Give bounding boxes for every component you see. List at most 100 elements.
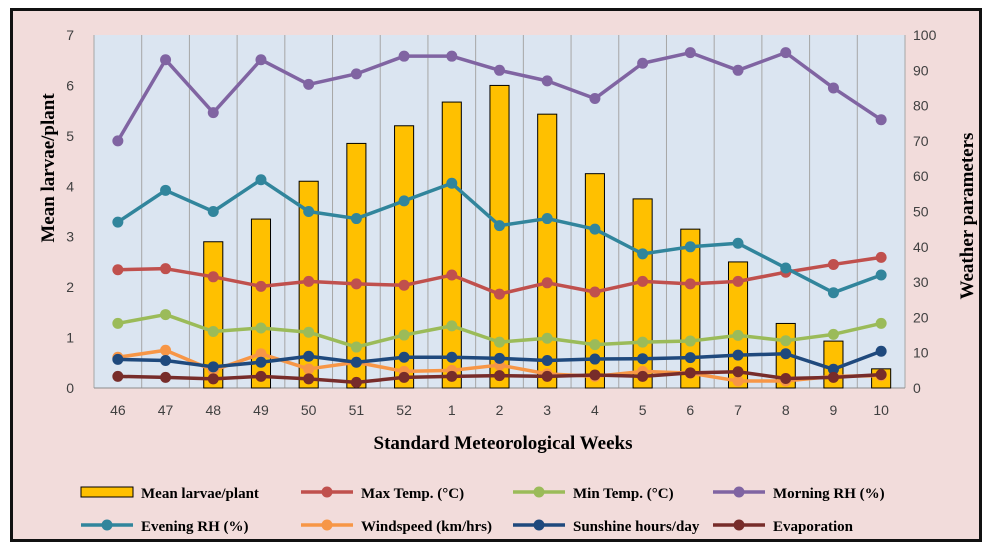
x-tick-label: 51: [349, 402, 365, 418]
x-tick-label: 2: [496, 402, 504, 418]
legend-item: Sunshine hours/day: [513, 519, 700, 535]
series-point: [398, 329, 410, 341]
left-tick-label: 0: [66, 380, 74, 396]
series-point: [684, 352, 696, 364]
legend-item: Morning RH (%): [713, 486, 885, 502]
series-point: [732, 349, 744, 361]
series-point: [494, 336, 505, 348]
series-point: [589, 339, 601, 351]
series-point: [303, 350, 315, 362]
bar: [394, 125, 415, 389]
series-point: [160, 344, 172, 356]
legend-marker: [533, 519, 545, 531]
series-point: [398, 279, 410, 291]
legend-label: Sunshine hours/day: [573, 519, 700, 535]
series-point: [541, 354, 553, 366]
right-tick-label: 100: [913, 27, 937, 43]
series-point: [350, 376, 362, 388]
legend-item: Mean larvae/plant: [80, 486, 259, 502]
x-tick-label: 5: [639, 402, 647, 418]
right-tick-label: 10: [913, 345, 929, 361]
legend-marker: [533, 486, 545, 498]
series-point: [637, 353, 649, 365]
left-tick-label: 7: [66, 27, 74, 43]
right-tick-label: 0: [913, 380, 921, 396]
x-tick-label: 46: [110, 402, 126, 418]
line-series-group: [112, 251, 887, 300]
x-tick-label: 52: [396, 402, 412, 418]
series-point: [398, 351, 410, 363]
legend-item: Windspeed (km/hrs): [301, 519, 492, 535]
right-tick-label: 40: [913, 239, 929, 255]
series-point: [827, 363, 839, 375]
series-point: [827, 258, 839, 270]
legend-label: Max Temp. (°C): [361, 486, 464, 502]
series-point: [637, 57, 649, 69]
x-tick-label: 10: [873, 402, 889, 418]
series-point: [827, 371, 839, 383]
series-point: [589, 93, 601, 105]
series-point: [732, 275, 744, 287]
series-point: [589, 223, 601, 235]
series-point: [446, 177, 458, 189]
x-tick-label: 47: [158, 402, 174, 418]
series-point: [494, 220, 505, 232]
series-point: [350, 68, 362, 80]
series-point: [398, 195, 410, 207]
series-point: [541, 370, 553, 382]
series-point: [446, 370, 458, 382]
series-point: [112, 353, 124, 365]
legend-marker: [733, 486, 745, 498]
series-point: [112, 317, 124, 329]
series-point: [684, 241, 696, 253]
series-point: [637, 336, 649, 348]
line-series: [112, 47, 887, 388]
gridlines: [93, 35, 906, 388]
bar: [489, 84, 510, 389]
x-tick-label: 7: [734, 402, 742, 418]
series-point: [350, 213, 362, 225]
series-point: [494, 288, 505, 300]
x-tick-label: 6: [686, 402, 694, 418]
legend-item: Min Temp. (°C): [513, 486, 674, 502]
series-point: [589, 369, 601, 381]
series-point: [589, 353, 601, 365]
series-point: [780, 47, 792, 59]
series-point: [398, 371, 410, 383]
series-point: [207, 271, 219, 283]
legend-label: Windspeed (km/hrs): [361, 519, 492, 535]
series-point: [446, 320, 458, 332]
left-tick-label: 2: [66, 279, 74, 295]
series-point: [255, 370, 267, 382]
left-tick-label: 3: [66, 229, 74, 245]
legend-marker: [101, 519, 113, 531]
series-point: [541, 332, 553, 344]
series-point: [160, 184, 172, 196]
series-point: [207, 361, 219, 373]
legend-label: Evening RH (%): [141, 519, 249, 535]
x-axis-title: Standard Meteorological Weeks: [374, 433, 633, 454]
series-point: [827, 287, 839, 299]
series-point: [255, 322, 267, 334]
right-tick-label: 60: [913, 168, 929, 184]
series-point: [160, 309, 172, 321]
series-point: [160, 354, 172, 366]
series-point: [207, 107, 219, 119]
right-axis-title: Weather parameters: [957, 133, 978, 300]
series-point: [350, 278, 362, 290]
series-point: [446, 269, 458, 281]
series-point: [303, 373, 315, 385]
series-point: [160, 54, 172, 66]
series-point: [589, 286, 601, 298]
series-point: [255, 356, 267, 368]
series-point: [112, 264, 124, 276]
right-tick-label: 30: [913, 274, 929, 290]
series-point: [303, 363, 315, 375]
series-point: [875, 251, 887, 263]
series-point: [112, 135, 124, 147]
series-point: [541, 213, 553, 225]
x-tick-label: 3: [543, 402, 551, 418]
legend: Mean larvae/plant Max Temp. (°C) Min Temp.…: [80, 486, 885, 535]
